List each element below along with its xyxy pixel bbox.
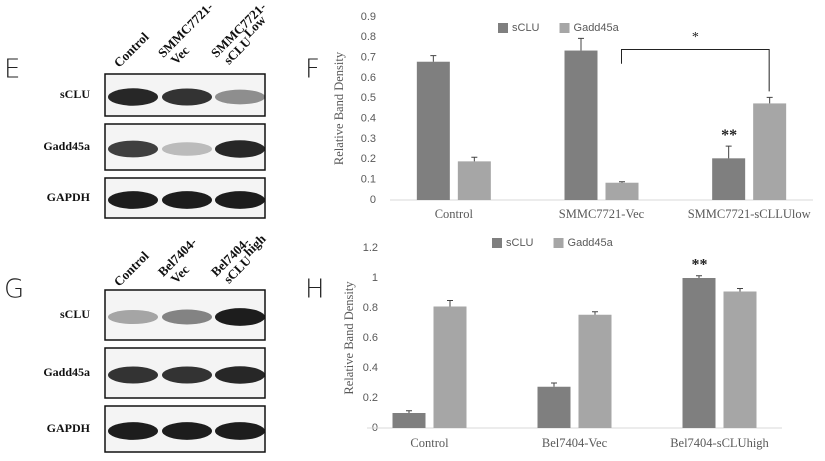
legend-label: Gadd45a bbox=[568, 237, 614, 249]
blot-band bbox=[108, 366, 158, 384]
error-bar bbox=[447, 300, 453, 307]
lane-label: SMMC7721-Vec bbox=[155, 0, 216, 67]
blot-band bbox=[162, 191, 212, 209]
error-bar bbox=[551, 382, 557, 387]
lane-label: Control bbox=[111, 29, 152, 70]
y-tick-label: 0.3 bbox=[361, 133, 376, 145]
bar bbox=[433, 306, 467, 428]
y-tick-label: 0.6 bbox=[363, 332, 378, 344]
lane-label-line: Control bbox=[111, 29, 152, 70]
legend-label: Gadd45a bbox=[574, 22, 620, 34]
y-tick-label: 0.1 bbox=[361, 174, 376, 186]
row-label: GAPDH bbox=[47, 190, 91, 204]
x-tick-label: SMMC7721-Vec bbox=[559, 207, 645, 221]
y-tick-label: 0.7 bbox=[361, 52, 376, 64]
bar bbox=[753, 103, 787, 200]
blot-band bbox=[108, 88, 158, 106]
legend-swatch bbox=[492, 238, 502, 248]
y-axis-label: Relative Band Density bbox=[332, 51, 346, 165]
blot-band bbox=[108, 191, 158, 209]
bar bbox=[682, 278, 716, 428]
y-tick-label: 0.5 bbox=[361, 92, 376, 104]
row-label: Gadd45a bbox=[43, 139, 90, 153]
error-bar bbox=[406, 410, 412, 413]
x-tick-label: SMMC7721-sCLLUlow bbox=[688, 207, 811, 221]
legend-swatch bbox=[498, 23, 508, 33]
blot-band bbox=[215, 140, 265, 158]
panel-label: H bbox=[305, 275, 325, 305]
x-tick-label: Control bbox=[410, 436, 449, 450]
row-label: sCLU bbox=[60, 87, 90, 101]
error-bar bbox=[737, 288, 743, 292]
error-bar bbox=[578, 37, 584, 51]
blot-band bbox=[215, 89, 265, 105]
legend-label: sCLU bbox=[512, 22, 540, 34]
blot-band bbox=[215, 422, 265, 440]
error-bar bbox=[696, 275, 702, 278]
blot-band bbox=[162, 422, 212, 440]
bar bbox=[416, 61, 450, 200]
y-tick-label: 0.4 bbox=[363, 362, 378, 374]
blot-band bbox=[215, 191, 265, 209]
significance: * bbox=[692, 30, 699, 45]
error-bar bbox=[619, 181, 625, 183]
bar bbox=[457, 161, 491, 200]
row-label: sCLU bbox=[60, 307, 90, 321]
bar bbox=[392, 413, 426, 428]
error-bar bbox=[725, 145, 732, 159]
blot-band bbox=[162, 309, 212, 325]
error-bar bbox=[592, 311, 598, 315]
legend-swatch bbox=[553, 238, 564, 248]
blot-band bbox=[162, 88, 212, 106]
blot-band bbox=[215, 308, 265, 326]
y-tick-label: 0.6 bbox=[361, 72, 376, 84]
lane-label: Control bbox=[111, 248, 152, 289]
error-bar bbox=[471, 156, 478, 162]
y-tick-label: 1 bbox=[372, 272, 378, 284]
y-axis-label: Relative Band Density bbox=[342, 281, 356, 395]
bar bbox=[537, 386, 571, 428]
blot-band bbox=[162, 142, 212, 156]
x-tick-label: Bel7404-Vec bbox=[542, 436, 608, 450]
y-tick-label: 0.4 bbox=[361, 113, 376, 125]
lane-label: Bel7404-Vec bbox=[155, 235, 200, 287]
lane-label: Bel7404-sCLUhigh bbox=[208, 231, 269, 287]
y-tick-label: 0 bbox=[370, 194, 376, 206]
x-tick-label: Bel7404-sCLUhigh bbox=[670, 436, 769, 450]
y-tick-label: 0.8 bbox=[361, 31, 376, 43]
y-tick-label: 1.2 bbox=[363, 242, 378, 254]
legend-swatch bbox=[559, 23, 570, 33]
row-label: GAPDH bbox=[47, 421, 91, 435]
significance-bracket bbox=[621, 49, 770, 92]
row-label: Gadd45a bbox=[43, 365, 90, 379]
y-tick-label: 0.2 bbox=[363, 392, 378, 404]
blot-band bbox=[108, 422, 158, 440]
y-tick-label: 0.8 bbox=[363, 302, 378, 314]
significance: ** bbox=[721, 127, 737, 144]
bar bbox=[564, 50, 598, 200]
bar bbox=[605, 182, 639, 200]
error-bar bbox=[766, 96, 773, 104]
blot-band bbox=[215, 366, 265, 384]
bar bbox=[712, 158, 746, 200]
panel-label: F bbox=[305, 55, 320, 85]
panel-label: G bbox=[4, 275, 24, 305]
x-tick-label: Control bbox=[435, 207, 474, 221]
blot-band bbox=[162, 366, 212, 384]
y-tick-label: 0.9 bbox=[361, 11, 376, 23]
panel-label: E bbox=[4, 55, 20, 85]
bar bbox=[578, 314, 612, 428]
error-bar bbox=[430, 55, 437, 62]
y-tick-label: 0.2 bbox=[361, 153, 376, 165]
significance: ** bbox=[692, 256, 708, 273]
blot-band bbox=[108, 140, 158, 158]
legend-label: sCLU bbox=[506, 237, 534, 249]
lane-label-line: Control bbox=[111, 248, 152, 289]
bar bbox=[723, 291, 757, 428]
blot-band bbox=[108, 309, 158, 325]
